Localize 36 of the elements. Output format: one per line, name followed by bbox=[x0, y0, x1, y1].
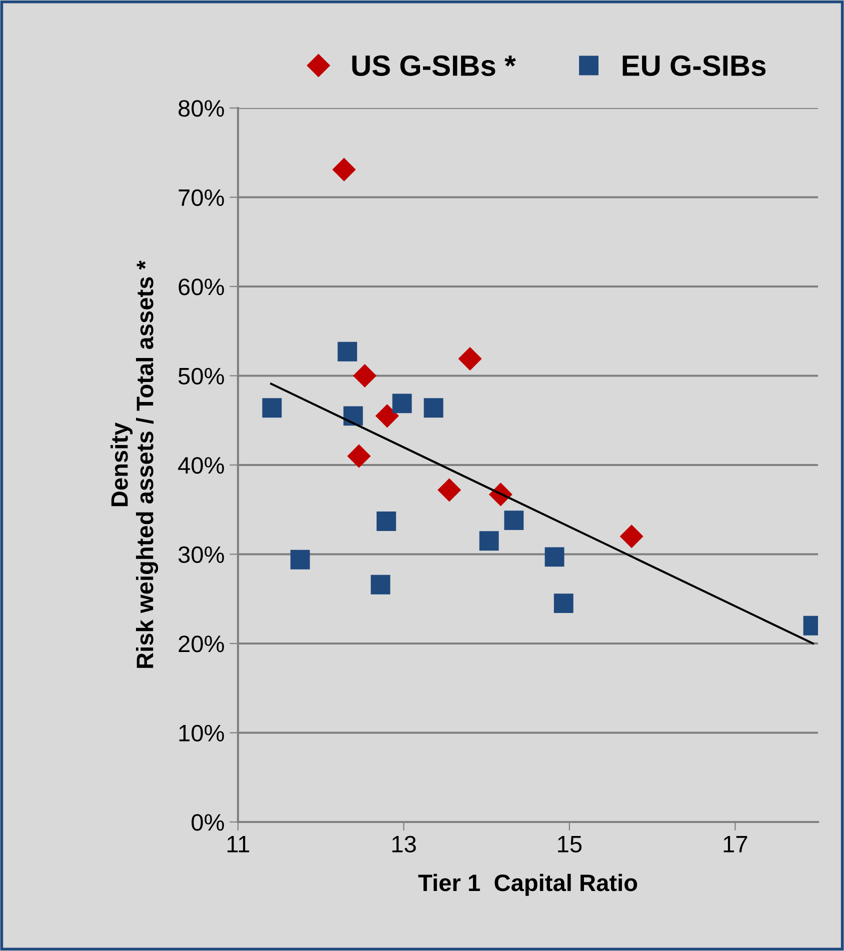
point bbox=[376, 512, 396, 531]
point bbox=[376, 404, 399, 428]
point bbox=[332, 158, 356, 182]
point bbox=[479, 531, 499, 551]
legend-label: EU G-SIBs bbox=[622, 55, 766, 76]
point bbox=[620, 524, 644, 548]
point bbox=[353, 364, 376, 388]
point bbox=[424, 398, 444, 418]
legend-label: US G-SIBs * bbox=[352, 55, 516, 76]
y-axis-title: Density Risk weighted assets / Total assets * bbox=[110, 260, 158, 668]
y-tick-label: 10% bbox=[179, 724, 224, 742]
x-tick-label: 11 bbox=[228, 836, 250, 852]
y-tick-label: 50% bbox=[178, 368, 224, 385]
point bbox=[504, 510, 524, 530]
point bbox=[392, 394, 412, 414]
y-tick-label: 30% bbox=[178, 546, 224, 564]
x-tick-label: 13 bbox=[392, 836, 416, 853]
x-tick-label: 17 bbox=[724, 836, 748, 852]
point bbox=[290, 550, 310, 570]
y-tick-label: 80% bbox=[178, 100, 224, 117]
y-tick-label: 20% bbox=[178, 636, 224, 652]
point bbox=[343, 406, 363, 426]
x-tick-label: 15 bbox=[558, 836, 582, 853]
point bbox=[338, 342, 358, 362]
y-tick-label: 70% bbox=[178, 189, 224, 206]
point bbox=[554, 594, 574, 614]
point bbox=[262, 398, 282, 418]
y-tick-label: 40% bbox=[178, 457, 224, 474]
point bbox=[370, 574, 390, 594]
y-tick-label: 60% bbox=[178, 278, 224, 296]
point bbox=[544, 547, 564, 567]
y-tick-label: 0% bbox=[192, 814, 224, 831]
x-axis-title: Tier 1 Capital Ratio bbox=[418, 874, 638, 896]
point bbox=[438, 478, 461, 502]
point bbox=[458, 347, 482, 370]
point bbox=[347, 444, 370, 468]
